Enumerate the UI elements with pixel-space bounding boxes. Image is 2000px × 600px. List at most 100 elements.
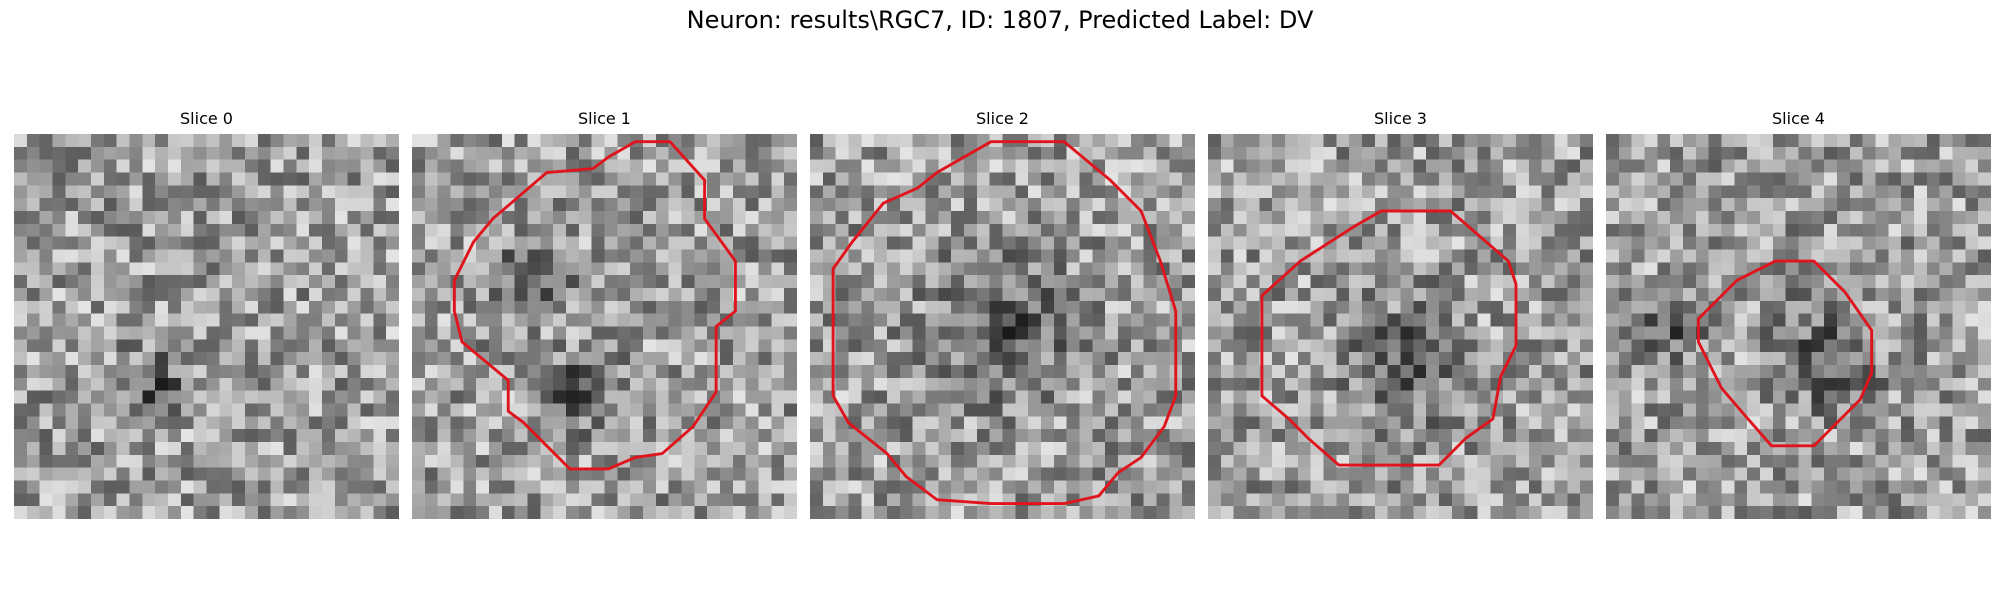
pixel	[1528, 313, 1543, 327]
pixel	[1657, 288, 1671, 302]
pixel	[1772, 159, 1787, 173]
pixel	[1464, 493, 1478, 507]
pixel	[1554, 211, 1568, 225]
pixel	[835, 365, 849, 379]
pixel	[720, 506, 734, 519]
pixel	[1824, 236, 1838, 250]
segmentation-contour	[1696, 259, 1874, 448]
pixel	[1708, 429, 1722, 443]
pixel	[52, 262, 66, 276]
pixel	[1066, 300, 1080, 315]
pixel	[1978, 416, 1991, 430]
pixel	[65, 172, 79, 186]
pixel	[412, 275, 426, 289]
pixel	[39, 429, 53, 443]
pixel	[1837, 185, 1851, 199]
pixel	[1965, 480, 1979, 494]
pixel	[604, 416, 618, 430]
pixel	[219, 442, 233, 456]
pixel	[1734, 313, 1748, 327]
pixel	[1143, 326, 1157, 340]
pixel	[899, 211, 914, 225]
pixel	[1105, 352, 1119, 366]
pixel	[1811, 493, 1825, 507]
pixel	[65, 275, 79, 289]
pixel	[707, 172, 721, 186]
pixel	[1644, 454, 1658, 469]
pixel	[1105, 429, 1119, 443]
pixel	[1105, 442, 1119, 456]
pixel	[668, 377, 682, 392]
pixel	[1015, 403, 1029, 417]
pixel	[65, 352, 79, 366]
pixel	[810, 480, 824, 494]
pixel	[1567, 480, 1581, 494]
pixel	[1914, 211, 1928, 225]
pixel	[835, 377, 849, 392]
pixel	[1310, 416, 1324, 430]
pixel	[360, 223, 374, 238]
pixel	[810, 185, 824, 199]
pixel	[1066, 365, 1080, 379]
pixel	[1374, 288, 1389, 302]
pixel	[1785, 416, 1799, 430]
pixel	[848, 506, 862, 519]
pixel	[309, 493, 323, 507]
pixel	[142, 403, 156, 417]
pixel	[527, 339, 541, 353]
pixel	[180, 185, 195, 199]
pixel	[707, 377, 721, 392]
pixel	[1092, 442, 1106, 456]
pixel	[501, 429, 516, 443]
pixel	[1503, 390, 1517, 404]
pixel	[334, 454, 349, 469]
pixel	[1464, 211, 1478, 225]
pixel	[219, 249, 233, 263]
pixel	[1683, 134, 1697, 148]
pixel	[1002, 416, 1016, 430]
pixel	[1208, 454, 1222, 469]
pixel	[951, 326, 965, 340]
pixel	[155, 506, 169, 519]
pixel	[1849, 146, 1864, 161]
pixel	[1143, 467, 1157, 481]
pixel	[1965, 288, 1979, 302]
pixel	[1888, 506, 1902, 519]
pixel	[745, 339, 759, 353]
pixel	[1901, 198, 1915, 212]
pixel	[129, 300, 143, 315]
pixel	[1362, 223, 1376, 238]
pixel	[1297, 275, 1312, 289]
pixel	[476, 236, 490, 250]
pixel	[1362, 262, 1376, 276]
pixel	[1297, 223, 1312, 238]
pixel	[720, 365, 734, 379]
pixel	[206, 390, 220, 404]
pixel	[848, 454, 862, 469]
pixel	[412, 198, 426, 212]
pixel	[732, 326, 747, 340]
pixel	[887, 493, 901, 507]
pixel	[1734, 185, 1748, 199]
pixel	[1644, 185, 1658, 199]
pixel	[1528, 390, 1543, 404]
pixel	[1374, 223, 1389, 238]
pixel	[1554, 159, 1568, 173]
pixel	[630, 377, 644, 392]
pixel	[360, 454, 374, 469]
pixel	[463, 506, 477, 519]
pixel	[65, 288, 79, 302]
pixel	[1875, 506, 1889, 519]
pixel	[1285, 493, 1299, 507]
pixel	[1516, 326, 1530, 340]
pixel	[1644, 313, 1658, 327]
pixel	[1336, 377, 1350, 392]
pixel	[450, 211, 464, 225]
pixel	[1772, 416, 1787, 430]
pixel	[630, 467, 644, 481]
pixel	[26, 493, 41, 507]
pixel	[283, 467, 297, 481]
pixel	[566, 288, 580, 302]
pixel	[180, 134, 195, 148]
pixel	[360, 211, 374, 225]
